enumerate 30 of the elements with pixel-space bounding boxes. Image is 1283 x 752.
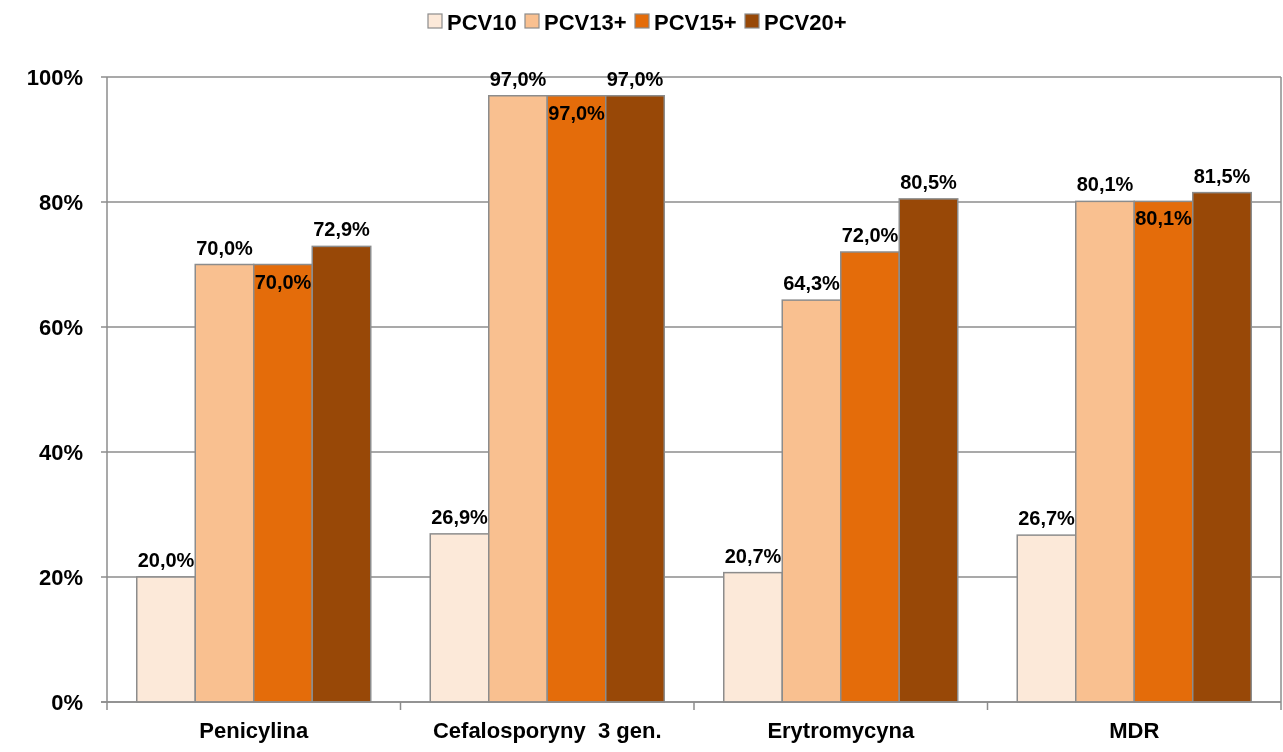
data-label: 97,0% [489, 67, 547, 90]
legend-label: PCV20+ [764, 9, 847, 35]
data-label: 20,0% [137, 549, 195, 571]
x-tick-label: MDR [1109, 718, 1160, 743]
data-label: 97,0% [606, 67, 664, 90]
data-label: 81,5% [1193, 164, 1251, 187]
data-label: 26,7% [1018, 507, 1076, 530]
data-label: 20,7% [724, 544, 782, 567]
data-label: 97,0% [548, 101, 606, 124]
y-tick-label: 60% [38, 314, 83, 340]
y-tick-label: 80% [38, 189, 83, 215]
data-label: 80,1% [1076, 173, 1134, 196]
legend-label: PCV15+ [654, 9, 737, 35]
data-label: 80,1% [1135, 207, 1193, 230]
legend-label: PCV10 [447, 9, 517, 35]
y-tick-label: 40% [38, 439, 83, 465]
x-tick-label: Erytromycyna [767, 718, 915, 743]
legend-label: PCV13+ [544, 9, 627, 35]
data-label: 70,0% [196, 236, 254, 259]
data-label: 70,0% [254, 270, 312, 293]
data-label: 80,5% [900, 170, 958, 193]
y-tick-label: 100% [26, 64, 83, 90]
data-label: 26,9% [431, 505, 489, 528]
y-tick-label: 20% [38, 564, 83, 590]
data-label: 72,9% [313, 218, 371, 241]
x-tick-label: Penicylina [199, 718, 309, 743]
y-tick-label: 0% [51, 689, 83, 715]
x-tick-label: Cefalosporyny 3 gen. [432, 718, 662, 743]
data-label: 64,3% [783, 272, 841, 295]
data-label: 72,0% [841, 224, 899, 246]
